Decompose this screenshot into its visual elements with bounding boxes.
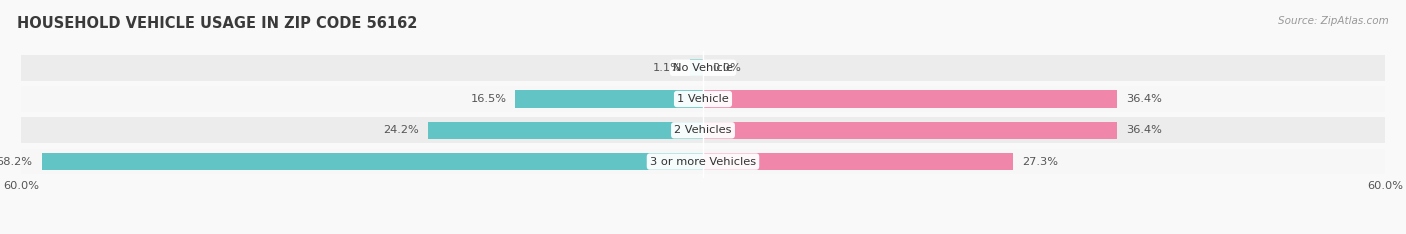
Text: 24.2%: 24.2% — [382, 125, 419, 135]
Text: 36.4%: 36.4% — [1126, 125, 1161, 135]
Bar — [427, 122, 703, 139]
Bar — [516, 90, 703, 108]
Text: 58.2%: 58.2% — [0, 157, 32, 167]
Bar — [42, 153, 703, 170]
Text: 27.3%: 27.3% — [1022, 157, 1059, 167]
Text: Source: ZipAtlas.com: Source: ZipAtlas.com — [1278, 16, 1389, 26]
Bar — [703, 90, 1116, 108]
Text: 16.5%: 16.5% — [471, 94, 506, 104]
Bar — [21, 117, 1385, 143]
Text: No Vehicle: No Vehicle — [673, 63, 733, 73]
Bar — [703, 153, 1014, 170]
Text: 2 Vehicles: 2 Vehicles — [675, 125, 731, 135]
Bar — [690, 59, 703, 76]
Text: 1.1%: 1.1% — [652, 63, 682, 73]
Text: 3 or more Vehicles: 3 or more Vehicles — [650, 157, 756, 167]
Bar — [703, 122, 1116, 139]
Text: 1 Vehicle: 1 Vehicle — [678, 94, 728, 104]
Bar — [21, 86, 1385, 112]
Text: 0.0%: 0.0% — [711, 63, 741, 73]
Text: HOUSEHOLD VEHICLE USAGE IN ZIP CODE 56162: HOUSEHOLD VEHICLE USAGE IN ZIP CODE 5616… — [17, 16, 418, 31]
Bar — [21, 149, 1385, 174]
Text: 36.4%: 36.4% — [1126, 94, 1161, 104]
Bar — [21, 55, 1385, 80]
